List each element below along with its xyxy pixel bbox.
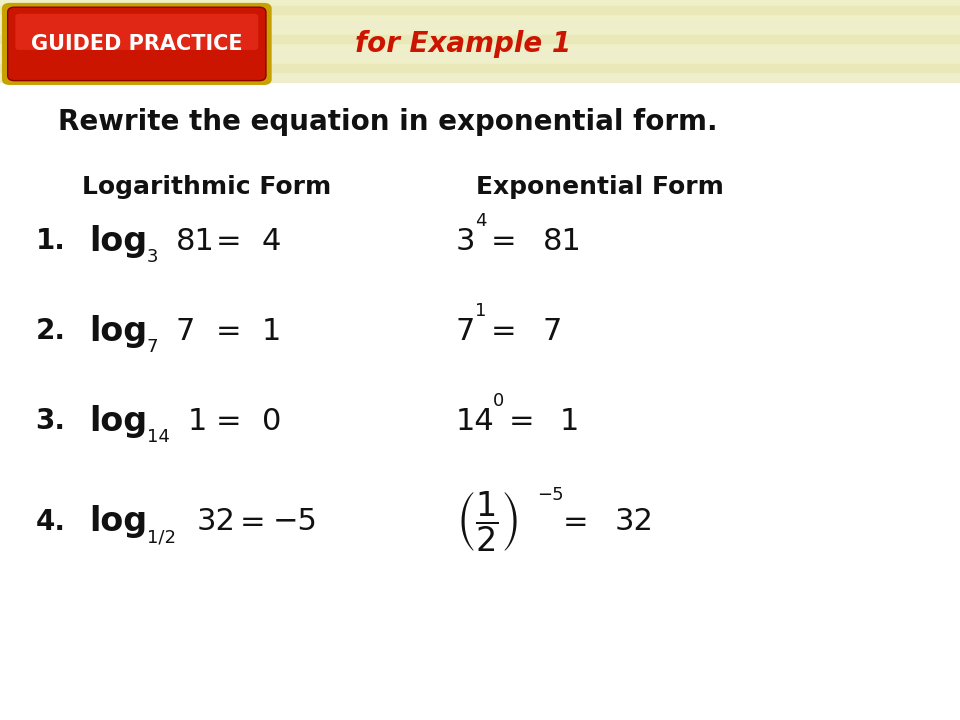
- Bar: [0, 309, 960, 317]
- Bar: [0, 352, 960, 360]
- Bar: [0, 323, 960, 331]
- Text: =: =: [492, 317, 516, 346]
- Bar: [0, 165, 960, 173]
- Bar: [0, 381, 960, 389]
- Text: log: log: [89, 405, 148, 438]
- Bar: [0, 194, 960, 202]
- Text: 14: 14: [147, 428, 170, 446]
- Text: =: =: [492, 227, 516, 256]
- Bar: [0, 294, 960, 302]
- Text: 32: 32: [197, 508, 235, 536]
- Bar: [0, 280, 960, 288]
- Bar: [0, 6, 960, 14]
- Text: 1.: 1.: [36, 228, 65, 255]
- Bar: [0, 669, 960, 677]
- FancyBboxPatch shape: [2, 3, 272, 85]
- Text: 81: 81: [542, 227, 581, 256]
- Bar: [0, 338, 960, 346]
- Text: 14: 14: [456, 407, 494, 436]
- Text: log: log: [89, 315, 148, 348]
- Text: 2.: 2.: [36, 318, 65, 345]
- Text: log: log: [89, 505, 148, 539]
- Bar: [0, 582, 960, 590]
- Bar: [0, 424, 960, 432]
- Bar: [0, 78, 960, 86]
- Text: log: log: [89, 225, 148, 258]
- Bar: [0, 654, 960, 662]
- Text: 7: 7: [456, 317, 475, 346]
- Text: Logarithmic Form: Logarithmic Form: [82, 175, 331, 199]
- Bar: [0, 438, 960, 446]
- Text: 1: 1: [560, 407, 579, 436]
- Text: 81: 81: [176, 227, 214, 256]
- Text: 1: 1: [262, 317, 281, 346]
- Bar: [0, 712, 960, 720]
- Bar: [0, 83, 960, 720]
- Text: 3: 3: [456, 227, 475, 256]
- Text: =: =: [216, 407, 241, 436]
- Text: 7: 7: [542, 317, 562, 346]
- Text: 0: 0: [492, 392, 504, 410]
- Bar: [0, 64, 960, 72]
- Text: 4.: 4.: [36, 508, 65, 536]
- Text: −5: −5: [274, 508, 318, 536]
- Bar: [0, 496, 960, 504]
- Bar: [0, 467, 960, 475]
- FancyBboxPatch shape: [8, 7, 266, 81]
- Bar: [0, 640, 960, 648]
- Bar: [0, 626, 960, 634]
- Bar: [0, 554, 960, 562]
- Bar: [0, 410, 960, 418]
- Text: 7: 7: [147, 338, 158, 356]
- Bar: [0, 453, 960, 461]
- Text: Rewrite the equation in exponential form.: Rewrite the equation in exponential form…: [58, 109, 717, 136]
- Text: =: =: [240, 508, 265, 536]
- Text: 32: 32: [614, 508, 653, 536]
- Bar: [0, 539, 960, 547]
- Text: =: =: [216, 317, 241, 346]
- Bar: [0, 179, 960, 187]
- Text: 3.: 3.: [36, 408, 65, 435]
- Bar: [0, 93, 960, 101]
- Bar: [0, 395, 960, 403]
- Text: 4: 4: [475, 212, 487, 230]
- Bar: [0, 21, 960, 29]
- Bar: [0, 597, 960, 605]
- Text: 3: 3: [147, 248, 158, 266]
- Bar: [0, 251, 960, 259]
- Bar: [0, 107, 960, 115]
- Bar: [0, 222, 960, 230]
- Bar: [0, 510, 960, 518]
- Bar: [0, 482, 960, 490]
- Bar: [0, 136, 960, 144]
- Text: Exponential Form: Exponential Form: [476, 175, 724, 199]
- Text: GUIDED PRACTICE: GUIDED PRACTICE: [31, 34, 243, 54]
- Text: −5: −5: [538, 485, 564, 504]
- Bar: [0, 35, 960, 43]
- Bar: [0, 122, 960, 130]
- Text: =: =: [509, 407, 534, 436]
- Bar: [0, 208, 960, 216]
- Bar: [0, 266, 960, 274]
- Text: 1/2: 1/2: [147, 528, 176, 547]
- Text: 1: 1: [187, 407, 206, 436]
- Bar: [0, 150, 960, 158]
- Bar: [0, 568, 960, 576]
- Text: $\left(\dfrac{1}{2}\right)$: $\left(\dfrac{1}{2}\right)$: [456, 490, 518, 554]
- Text: 7: 7: [176, 317, 195, 346]
- Bar: [0, 683, 960, 691]
- Text: 1: 1: [475, 302, 487, 320]
- Bar: [0, 525, 960, 533]
- Bar: [0, 237, 960, 245]
- Text: 0: 0: [262, 407, 281, 436]
- FancyBboxPatch shape: [15, 14, 258, 50]
- Bar: [0, 611, 960, 619]
- Text: for Example 1: for Example 1: [355, 30, 571, 58]
- Text: =: =: [216, 227, 241, 256]
- Bar: [0, 50, 960, 58]
- Bar: [0, 366, 960, 374]
- Bar: [0, 698, 960, 706]
- Text: =: =: [564, 508, 588, 536]
- Text: 4: 4: [262, 227, 281, 256]
